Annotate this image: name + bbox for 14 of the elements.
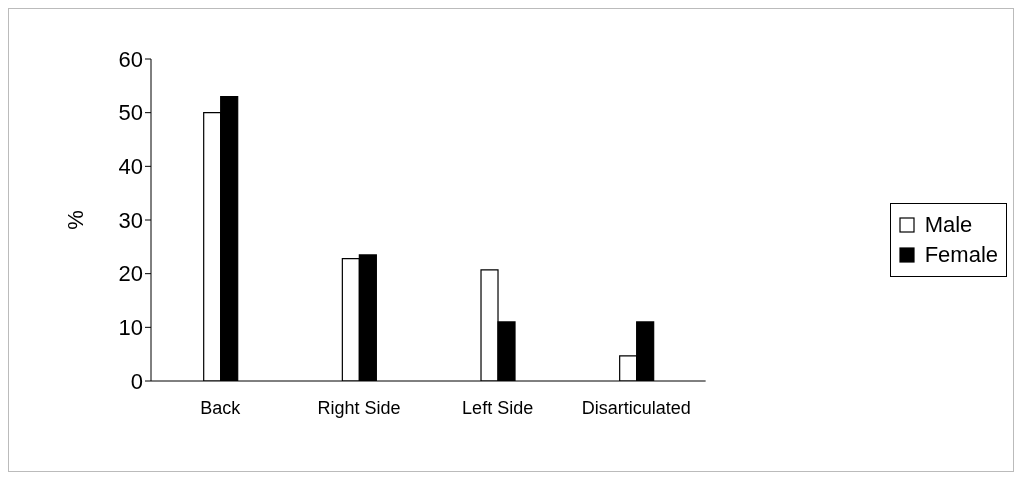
x-tick-label: Disarticulated xyxy=(581,397,691,418)
y-tick-label: 40 xyxy=(118,154,143,180)
y-tick-label: 10 xyxy=(118,315,143,341)
x-tick-label: Right Side xyxy=(317,397,401,418)
legend-label: Female xyxy=(924,241,998,269)
x-tick-label: Back xyxy=(200,397,242,418)
y-tick-label: 30 xyxy=(118,207,143,233)
y-tick-label: 0 xyxy=(130,368,143,394)
x-tick-label: Left Side xyxy=(462,397,534,418)
y-tick-label: 60 xyxy=(118,46,143,72)
y-tick-label: 20 xyxy=(118,261,143,287)
y-tick-label: 50 xyxy=(118,100,143,126)
y-axis-title: % xyxy=(62,210,88,230)
legend-label: Male xyxy=(924,211,973,239)
